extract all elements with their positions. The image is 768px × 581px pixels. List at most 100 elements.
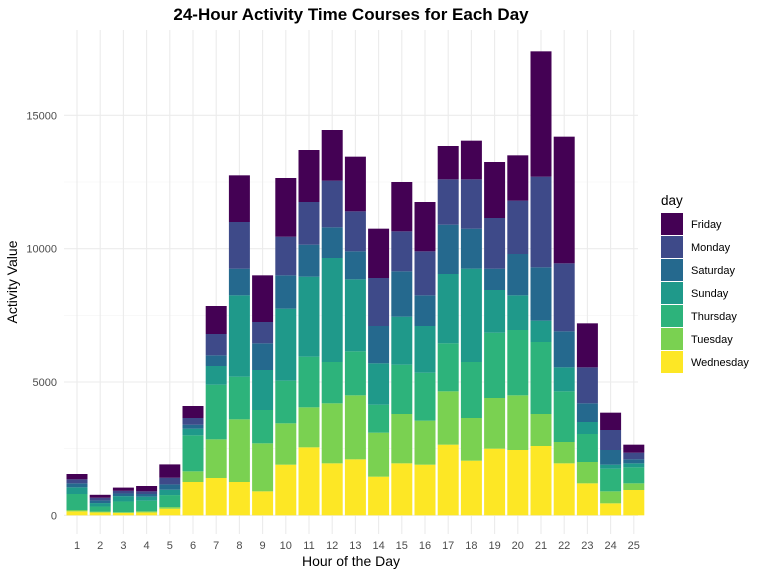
x-tick-label: 5 <box>167 540 173 552</box>
bar-segment <box>437 179 459 225</box>
bar-segment <box>205 334 227 356</box>
bar-segment <box>600 430 622 450</box>
bar-segment <box>89 497 111 501</box>
x-tick-label: 7 <box>213 540 219 552</box>
bar-segment <box>507 295 529 330</box>
bar-segment <box>437 274 459 344</box>
legend-label: Sunday <box>691 288 729 300</box>
bar-segment <box>66 511 88 516</box>
bar-segment <box>112 512 134 516</box>
legend-label: Saturday <box>691 265 736 277</box>
legend-label: Tuesday <box>691 334 733 346</box>
bar-segment <box>623 467 645 484</box>
legend-label: Wednesday <box>691 357 749 369</box>
bar-segment <box>298 202 320 245</box>
bar-segment <box>344 156 366 212</box>
bar-segment <box>391 182 413 232</box>
bar-segment <box>507 450 529 516</box>
bar-segment <box>66 474 88 480</box>
bar-segment <box>623 463 645 468</box>
bar-segment <box>530 267 552 321</box>
x-tick-label: 3 <box>120 540 126 552</box>
bar-segment <box>368 326 390 364</box>
bar-segment <box>275 236 297 276</box>
bar-segment <box>136 496 158 501</box>
legend-key <box>661 305 683 327</box>
bar-segment <box>321 403 343 464</box>
bar-segment <box>89 503 111 507</box>
bar-segment <box>484 290 506 333</box>
bar-segment <box>414 464 436 516</box>
bar-segment <box>205 366 227 385</box>
bar-segment <box>344 459 366 516</box>
bar-segment <box>553 263 575 332</box>
bar-segment <box>298 244 320 277</box>
bar-segment <box>600 412 622 430</box>
x-tick-label: 19 <box>488 540 500 552</box>
bar-segment <box>600 503 622 516</box>
bar-segment <box>182 428 204 436</box>
bar-segment <box>66 510 88 512</box>
x-axis-title: Hour of the Day <box>302 553 400 569</box>
bar-segment <box>89 512 111 516</box>
x-tick-label: 14 <box>372 540 384 552</box>
bar-segment <box>576 367 598 404</box>
x-tick-label: 2 <box>97 540 103 552</box>
bar-segment <box>252 343 274 370</box>
bar-segment <box>344 351 366 396</box>
legend-key <box>661 351 683 373</box>
bar-segment <box>136 511 158 513</box>
bar-segment <box>228 268 250 296</box>
bar-segment <box>460 418 482 461</box>
legend-key <box>661 213 683 235</box>
bar-segment <box>321 362 343 404</box>
bar-segment <box>391 231 413 272</box>
bars <box>66 51 645 516</box>
bar-segment <box>623 459 645 464</box>
bar-segment <box>437 224 459 274</box>
legend-key <box>661 282 683 304</box>
bar-segment <box>89 494 111 498</box>
bar-segment <box>391 364 413 414</box>
bar-segment <box>484 448 506 516</box>
x-tick-label: 10 <box>280 540 292 552</box>
bar-segment <box>437 343 459 392</box>
bar-segment <box>344 251 366 280</box>
bar-segment <box>530 414 552 446</box>
bar-segment <box>298 276 320 357</box>
bar-segment <box>368 363 390 405</box>
bar-segment <box>205 439 227 478</box>
bar-segment <box>460 460 482 516</box>
bar-segment <box>112 493 134 497</box>
bar-segment <box>344 395 366 460</box>
bar-segment <box>321 130 343 181</box>
bar-segment <box>484 398 506 449</box>
bar-segment <box>182 471 204 482</box>
bar-segment <box>182 406 204 418</box>
bar-segment <box>368 278 390 326</box>
bar-segment <box>182 435 204 472</box>
bar-segment <box>484 218 506 269</box>
bar-segment <box>414 202 436 252</box>
legend-label: Friday <box>691 219 722 231</box>
bar-segment <box>576 434 598 462</box>
bar-segment <box>576 483 598 516</box>
bar-segment <box>437 391 459 445</box>
bar-segment <box>159 507 181 509</box>
bar-segment <box>321 180 343 228</box>
bar-segment <box>530 176 552 268</box>
bar-segment <box>228 376 250 420</box>
x-tick-label: 15 <box>396 540 408 552</box>
legend-key <box>661 259 683 281</box>
bar-segment <box>507 254 529 296</box>
x-tick-label: 9 <box>260 540 266 552</box>
bar-segment <box>414 326 436 373</box>
bar-segment <box>368 228 390 278</box>
y-axis-ticks: 0 5000 10000 15000 <box>26 110 57 522</box>
legend: day Friday Monday Saturday Sunday Thursday Tu… <box>661 193 749 373</box>
y-axis-title: Activity Value <box>4 240 20 323</box>
y-tick-label: 15000 <box>26 110 57 122</box>
bar-segment <box>576 323 598 368</box>
